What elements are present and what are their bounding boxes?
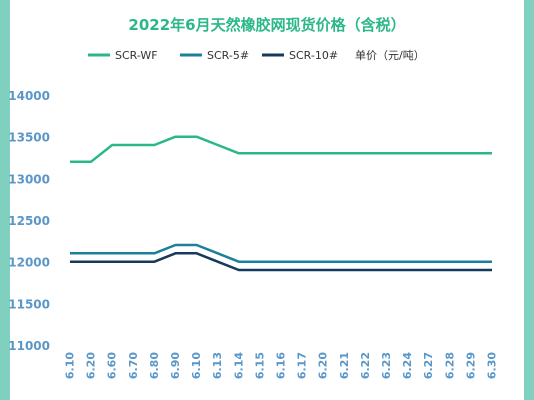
legend-label: SCR-10# — [289, 49, 338, 62]
x-tick-label: 6.14 — [232, 352, 245, 379]
series-line-2 — [70, 252, 492, 272]
chart-title: 2022年6月天然橡胶网现货价格（含税） — [128, 16, 405, 34]
x-tick-label: 6.28 — [443, 352, 456, 379]
y-tick-label: 13500 — [8, 131, 50, 145]
series-line-0 — [70, 135, 492, 163]
x-tick-label: 6.20 — [85, 352, 98, 379]
left-frame-border — [0, 0, 10, 400]
y-tick-label: 13000 — [8, 172, 50, 186]
x-tick-label: 6.10 — [64, 352, 77, 379]
x-tick-label: 6.30 — [486, 352, 499, 379]
x-tick-label: 6.90 — [169, 352, 182, 379]
x-tick-label: 6.13 — [211, 352, 224, 379]
y-tick-label: 11500 — [8, 297, 50, 311]
x-axis-ticks: 6.10 6.20 6.60 6.70 6.80 6.90 6.10 6.13 6.14 6.15… — [64, 352, 499, 379]
x-tick-label: 6.70 — [127, 352, 140, 379]
y-tick-label: 12500 — [8, 214, 50, 228]
x-tick-label: 6.29 — [464, 352, 477, 379]
legend-label: SCR-WF — [115, 49, 158, 62]
x-tick-label: 6.24 — [401, 352, 414, 379]
x-tick-label: 6.15 — [253, 352, 266, 379]
series-lines — [70, 135, 492, 272]
x-tick-label: 6.23 — [380, 352, 393, 379]
x-tick-label: 6.27 — [422, 352, 435, 379]
x-tick-label: 6.16 — [275, 352, 288, 379]
x-tick-label: 6.60 — [106, 352, 119, 379]
series-line-1 — [70, 243, 492, 263]
unit-label: 单价（元/吨） — [355, 49, 425, 62]
x-tick-label: 6.17 — [296, 352, 309, 379]
x-tick-label: 6.22 — [359, 352, 372, 379]
x-tick-label: 6.80 — [148, 352, 161, 379]
x-tick-label: 6.21 — [338, 352, 351, 379]
y-axis-ticks: 11000 11500 12000 12500 13000 13500 14000 — [8, 89, 50, 353]
legend: SCR-WF SCR-5# SCR-10# — [88, 49, 338, 62]
x-tick-label: 6.20 — [317, 352, 330, 379]
y-tick-label: 12000 — [8, 256, 50, 270]
y-tick-label: 14000 — [8, 89, 50, 103]
x-tick-label: 6.10 — [190, 352, 203, 379]
right-frame-border — [524, 0, 534, 400]
legend-label: SCR-5# — [207, 49, 249, 62]
y-tick-label: 11000 — [8, 339, 50, 353]
